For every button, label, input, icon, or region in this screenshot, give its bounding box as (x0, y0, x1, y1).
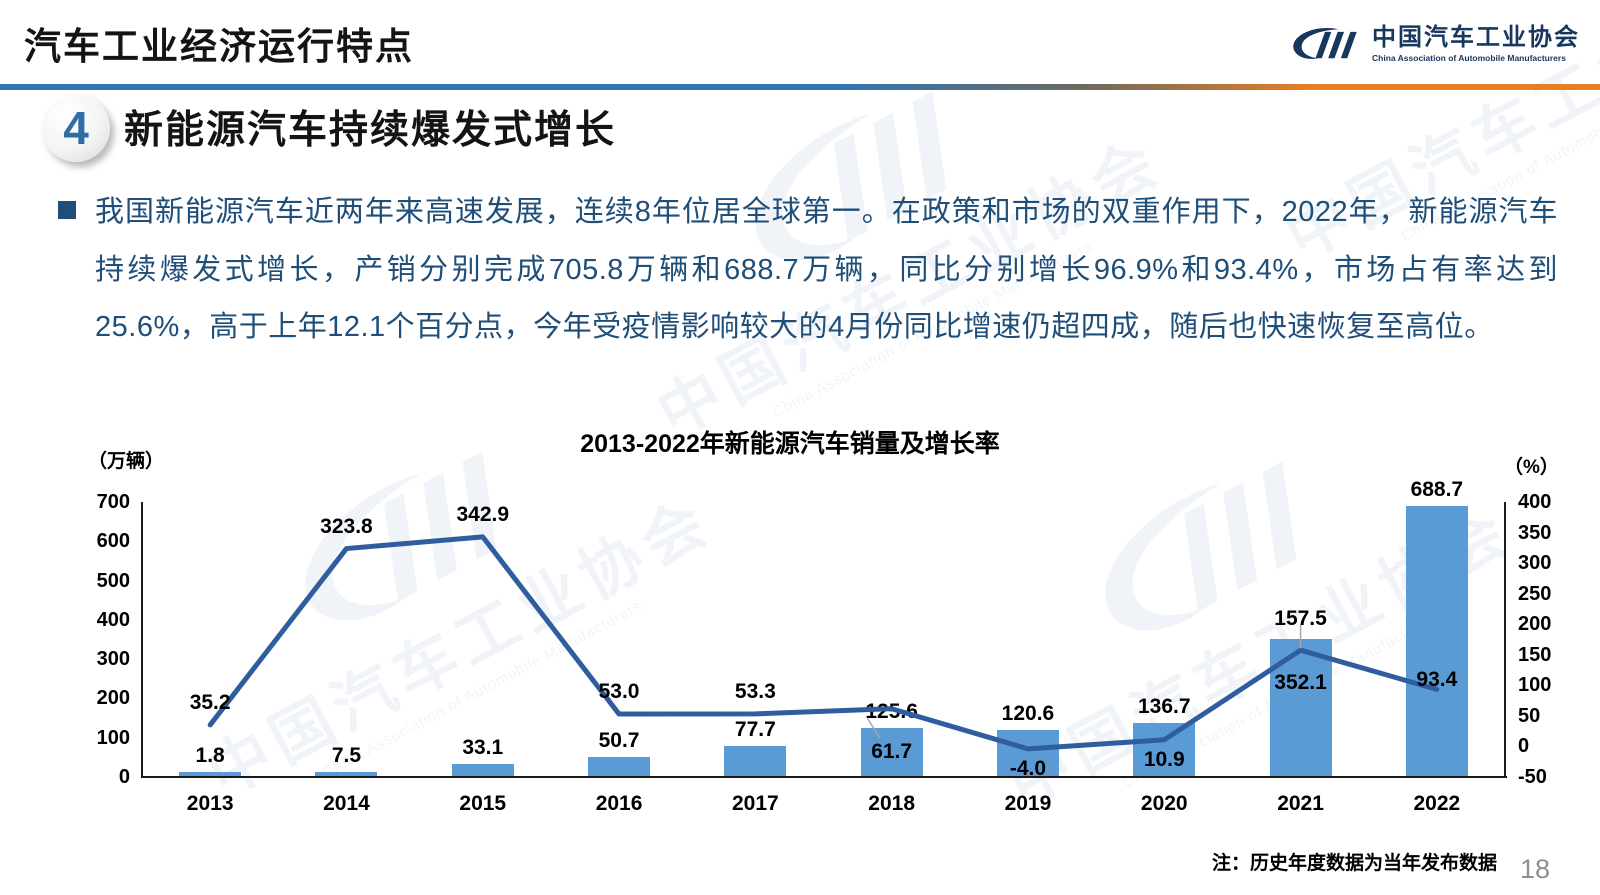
section-title: 新能源汽车持续爆发式增长 (124, 109, 617, 152)
bar-2022 (1405, 506, 1468, 776)
page-number: 18 (1520, 854, 1551, 884)
left-axis-tick: 600 (96, 530, 130, 553)
left-axis-tick: 400 (96, 608, 130, 631)
bar-value-label: 33.1 (462, 735, 504, 759)
x-axis-label: 2020 (1140, 792, 1188, 815)
left-axis-unit: （万辆） (88, 451, 165, 472)
x-axis-label: 2017 (731, 792, 779, 815)
page-title: 汽车工业经济运行特点 (24, 26, 414, 67)
growth-value-label: 342.9 (456, 502, 510, 526)
section-number-badge: 4 (42, 94, 110, 162)
logo-org-name-cn: 中国汽车工业协会 (1372, 24, 1580, 51)
right-axis-tick: 350 (1518, 521, 1552, 544)
body-paragraph-block: 我国新能源汽车近两年来高速发展，连续8年位居全球第一。在政策和市场的双重作用下，… (58, 184, 1558, 357)
chart-title: 2013-2022年新能源汽车销量及增长率 (580, 430, 1000, 458)
right-axis-tick: 300 (1518, 552, 1552, 575)
bar-value-label: 136.7 (1137, 695, 1191, 719)
growth-value-label: 53.0 (598, 680, 640, 704)
right-axis-tick: 400 (1518, 491, 1552, 513)
growth-value-label: 157.5 (1274, 606, 1327, 630)
growth-value-label: -4.0 (1009, 756, 1047, 780)
left-axis-tick: 0 (118, 766, 130, 788)
growth-value-label: 10.9 (1143, 747, 1185, 771)
right-axis-tick: 50 (1518, 704, 1541, 727)
header-divider (0, 84, 1600, 90)
right-axis-tick: 200 (1518, 613, 1552, 636)
bar-value-label: 125.6 (865, 699, 918, 723)
bar-2014 (315, 772, 378, 776)
x-axis-label: 2021 (1277, 792, 1324, 815)
growth-value-label: 93.4 (1416, 668, 1458, 692)
bar-2021 (1269, 638, 1332, 776)
left-axis-line (141, 502, 143, 777)
bar-value-label: 352.1 (1274, 670, 1327, 694)
bar-value-label: 50.7 (598, 729, 640, 753)
bar-2017 (724, 746, 787, 776)
bar-value-label: 688.7 (1410, 478, 1464, 502)
bar-value-label: 77.7 (734, 718, 776, 742)
x-axis-label: 2019 (1004, 792, 1052, 815)
bar-value-label: 7.5 (331, 744, 362, 767)
square-bullet-icon (58, 201, 76, 219)
x-axis-label: 2013 (186, 792, 234, 815)
right-axis-tick: 150 (1518, 643, 1552, 666)
x-axis-label: 2018 (868, 792, 915, 815)
right-axis-unit: （%） (1504, 457, 1559, 478)
growth-value-label: 323.8 (320, 514, 373, 538)
body-paragraph: 我国新能源汽车近两年来高速发展，连续8年位居全球第一。在政策和市场的双重作用下，… (95, 196, 1558, 343)
bar-2015 (451, 763, 514, 776)
footnote: 注：历史年度数据为当年发布数据 (1211, 853, 1497, 874)
bar-value-label: 120.6 (1001, 701, 1055, 725)
right-axis-tick: 0 (1518, 735, 1530, 758)
left-axis-tick: 500 (96, 569, 130, 592)
x-axis-label: 2022 (1413, 792, 1461, 815)
growth-value-label: 35.2 (189, 690, 231, 714)
growth-value-label: 53.3 (734, 679, 776, 703)
bar-2016 (588, 757, 651, 776)
right-axis-tick: -50 (1518, 766, 1547, 788)
left-axis-tick: 200 (96, 687, 130, 710)
right-axis-line (1504, 502, 1506, 777)
x-axis-label: 2015 (459, 792, 507, 815)
right-axis-tick: 100 (1518, 674, 1552, 697)
right-axis-tick: 250 (1518, 582, 1552, 605)
logo-org-name-en: China Association of Automobile Manufact… (1372, 53, 1566, 63)
caam-logo: 中国汽车工业协会 China Association of Automobile… (1288, 20, 1580, 68)
bar-2013 (179, 772, 242, 776)
left-axis-tick: 700 (96, 491, 130, 513)
left-axis-tick: 100 (96, 726, 130, 749)
bar-value-label: 1.8 (195, 744, 225, 767)
x-axis-line (141, 776, 1507, 778)
growth-value-label: 61.7 (871, 739, 913, 763)
x-axis-label: 2016 (595, 792, 643, 815)
left-axis-tick: 300 (96, 648, 130, 671)
x-axis-label: 2014 (323, 792, 370, 815)
